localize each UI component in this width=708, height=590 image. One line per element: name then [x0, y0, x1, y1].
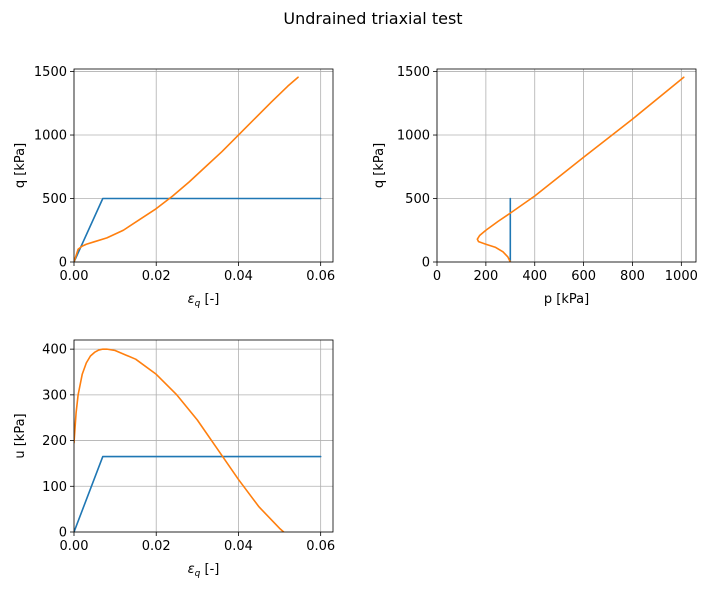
y-tick-label: 1000: [34, 129, 67, 144]
y-axis-label: q [kPa]: [13, 143, 28, 188]
x-tick-label: 0.02: [142, 269, 171, 284]
x-axis-label: εq [-]: [188, 292, 220, 309]
x-tick-label: 0.00: [60, 269, 89, 284]
axes-frame: [73, 339, 334, 533]
x-tick-label: 1000: [665, 269, 698, 284]
y-tick-label: 200: [42, 434, 67, 449]
series-1-line: [74, 197, 322, 262]
x-tick-label: 400: [522, 269, 547, 284]
y-tick-label: 400: [42, 343, 67, 358]
series-group: [74, 76, 322, 262]
x-tick-label: 200: [473, 269, 498, 284]
series-group: [476, 76, 685, 262]
y-tick-label: 100: [42, 480, 67, 495]
x-tick-label: 600: [571, 269, 596, 284]
axes-frame: [73, 68, 334, 263]
y-tick-label: 1500: [397, 65, 430, 80]
y-tick-label: 300: [42, 388, 67, 403]
series-2-line: [476, 76, 685, 262]
y-axis-label: q [kPa]: [372, 143, 387, 188]
y-tick-label: 500: [42, 192, 67, 207]
y-tick-label: 500: [405, 192, 430, 207]
x-tick-label: 0.06: [306, 539, 335, 554]
subplot-2: 0 200 400 600 800 1000 0 500 1000 1500 p [kPa] q [k…: [372, 65, 698, 307]
series-group: [74, 348, 322, 532]
x-axis-label: p [kPa]: [544, 292, 589, 307]
x-tick-label: 0.00: [60, 539, 89, 554]
series-2-line: [74, 76, 299, 262]
y-tick-label: 1500: [34, 65, 67, 80]
y-tick-label: 0: [59, 256, 67, 271]
x-tick-label: 0: [433, 269, 441, 284]
y-tick-label: 0: [59, 526, 67, 541]
x-tick-label: 0.04: [224, 269, 253, 284]
subplot-1: 0.00 0.02 0.04 0.06 0 500 1000 1500 εq [-] q [kPa…: [13, 65, 335, 309]
x-tick-label: 0.02: [142, 539, 171, 554]
x-tick-label: 0.06: [306, 269, 335, 284]
subplot-3: 0.00 0.02 0.04 0.06 0 100 200 300 400 εq [-] u [kP…: [13, 339, 335, 579]
x-axis-label: εq [-]: [188, 562, 220, 579]
axes-frame: [436, 68, 697, 263]
y-tick-label: 0: [422, 256, 430, 271]
series-1-line: [74, 455, 322, 532]
series-2-line: [74, 348, 285, 532]
y-tick-label: 1000: [397, 129, 430, 144]
figure-title: Undrained triaxial test: [283, 9, 462, 28]
x-tick-label: 800: [620, 269, 645, 284]
y-axis-label: u [kPa]: [13, 413, 28, 458]
x-tick-label: 0.04: [224, 539, 253, 554]
